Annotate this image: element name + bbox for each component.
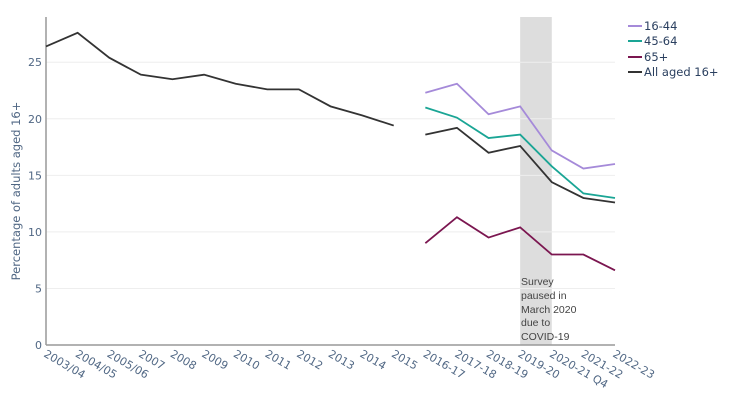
- y-axis-label: Percentage of adults aged 16+: [9, 102, 23, 281]
- legend-label: 65+: [644, 49, 669, 64]
- x-tick-label: 2011: [263, 347, 294, 372]
- legend-label: All aged 16+: [644, 65, 719, 80]
- x-tick-label: 2010: [231, 347, 262, 372]
- annotation-line: paused in: [521, 289, 567, 302]
- x-tick-label: 2014: [358, 347, 389, 372]
- y-tick-label: 15: [28, 169, 42, 182]
- legend-swatch: [628, 40, 642, 43]
- legend-label: 45-64: [644, 34, 678, 49]
- y-tick-label: 25: [28, 56, 42, 69]
- x-tick-label: 2008: [168, 347, 199, 372]
- x-tick-label: 2015: [389, 347, 420, 372]
- annotation-line: Survey: [521, 276, 554, 288]
- y-tick-label: 0: [35, 339, 42, 352]
- legend-swatch: [628, 24, 642, 27]
- series-line-16-44: [425, 82, 616, 170]
- y-tick-label: 10: [28, 226, 42, 239]
- legend-label: 16-44: [644, 18, 678, 33]
- legend-item[interactable]: 16-44: [628, 18, 719, 34]
- series-line-all-aged-16-: [45, 31, 616, 204]
- annotation-line: COVID-19: [521, 331, 570, 344]
- x-tick-label: 2013: [326, 347, 357, 372]
- legend: 16-44 45-64 65+ All aged 16+: [628, 18, 719, 80]
- annotation-line: March 2020: [521, 303, 577, 316]
- legend-item[interactable]: All aged 16+: [628, 65, 719, 81]
- x-tick-label: 2012: [294, 347, 325, 372]
- series-line-45-64: [425, 106, 616, 199]
- covid-annotation: Survey paused in March 2020 due to COVID…: [521, 276, 601, 345]
- legend-swatch: [628, 71, 642, 74]
- y-tick-label: 5: [35, 282, 42, 295]
- y-tick-label: 20: [28, 113, 42, 126]
- legend-swatch: [628, 55, 642, 58]
- series-line-65-: [424, 216, 616, 272]
- x-tick-label: 2009: [200, 347, 231, 372]
- legend-item[interactable]: 45-64: [628, 34, 719, 50]
- legend-item[interactable]: 65+: [628, 49, 719, 65]
- shaded-region: [520, 17, 552, 345]
- annotation-line: due to: [521, 317, 551, 330]
